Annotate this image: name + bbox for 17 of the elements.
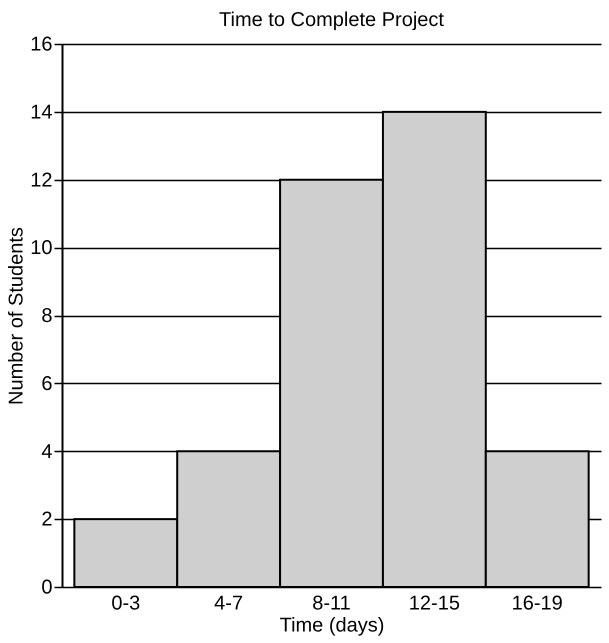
x-tick-label: 12-15 (408, 592, 460, 614)
y-tick-label: 12 (30, 169, 52, 192)
y-axis-title: Number of Students (5, 227, 28, 405)
y-tick-label: 6 (41, 372, 52, 395)
x-tick-label: 0-3 (111, 592, 140, 614)
y-tick-label: 10 (30, 237, 52, 260)
x-axis-title: Time (days) (280, 614, 384, 636)
y-tick-label: 4 (41, 440, 52, 463)
y-tick-label: 0 (41, 576, 52, 598)
y-tick-label: 14 (30, 101, 52, 124)
x-tick-label: 8-11 (312, 592, 351, 614)
y-tick-label: 8 (41, 305, 52, 327)
chart-title: Time to Complete Project (219, 9, 444, 31)
x-tick-label: 4-7 (214, 592, 244, 614)
x-tick-label: 16-19 (512, 592, 563, 614)
y-tick-label: 16 (30, 34, 52, 56)
y-tick-label: 2 (41, 508, 52, 531)
